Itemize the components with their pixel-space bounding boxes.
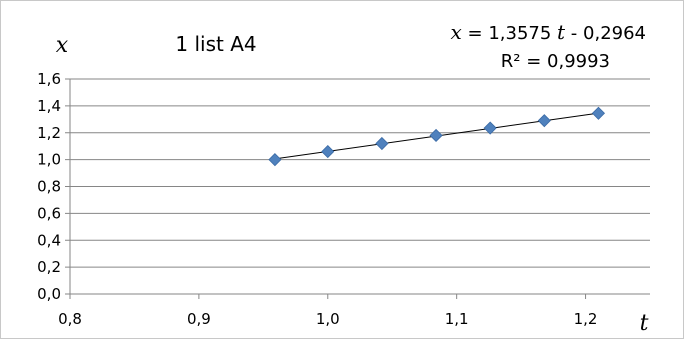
equation-const: - 0,2964 xyxy=(565,23,646,44)
y-tick-label: 0,4 xyxy=(37,231,61,249)
y-tick-label: 0,2 xyxy=(37,258,61,276)
chart-title: 1 list A4 xyxy=(175,32,256,56)
y-tick-label: 0,6 xyxy=(37,204,61,222)
y-tick-label: 0,0 xyxy=(37,285,61,303)
x-tick-label: 1,1 xyxy=(445,310,469,328)
y-tick-label: 0,8 xyxy=(37,178,61,196)
x-tick-label: 0,9 xyxy=(187,310,211,328)
y-tick-label: 1,4 xyxy=(37,97,61,115)
x-tick-label: 0,8 xyxy=(58,310,82,328)
data-point-marker xyxy=(375,136,389,151)
x-tick-label: 1,2 xyxy=(574,310,598,328)
axes xyxy=(65,78,650,299)
equation-lhs: x xyxy=(451,20,462,44)
x-axis-label: t xyxy=(640,311,649,336)
equation-coef: = 1,3575 xyxy=(462,23,557,44)
y-axis-label: x xyxy=(56,33,69,58)
data-point-marker xyxy=(321,144,335,159)
gridlines xyxy=(70,78,650,268)
y-tick-label: 1,2 xyxy=(37,124,61,142)
x-tick-label: 1,0 xyxy=(316,310,340,328)
r-squared-label: R² = 0,9993 xyxy=(501,51,610,72)
data-point-marker xyxy=(591,106,606,120)
data-point-marker xyxy=(537,114,551,128)
data-points xyxy=(268,106,606,167)
data-point-marker xyxy=(483,121,497,135)
tick-labels: 0,0 0,2 0,4 0,6 0,8 1,0 1,2 1,4 1,6 0,8 0,9 1,0 1,1 1… xyxy=(37,70,597,328)
trendline-equation: x = 1,3575 t - 0,2964 xyxy=(451,20,646,44)
equation-var: t xyxy=(557,20,566,44)
data-point-marker xyxy=(268,153,282,167)
y-tick-label: 1,6 xyxy=(37,70,61,88)
data-point-marker xyxy=(429,128,443,143)
y-tick-label: 1,0 xyxy=(37,151,61,169)
